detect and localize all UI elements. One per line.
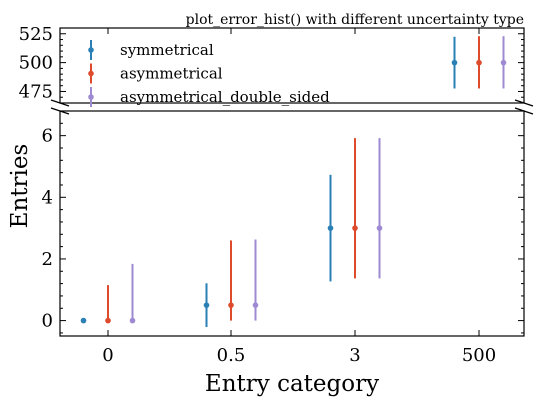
legend-label: symmetrical — [120, 41, 214, 59]
point-asymmetrical — [476, 59, 482, 66]
x-tick-label: 0 — [102, 345, 113, 366]
legend-marker-symmetrical — [88, 47, 94, 53]
lower-y-tick-label: 6 — [42, 126, 53, 147]
upper-y-axis: 475 500 525 — [19, 24, 524, 104]
point-asymmetrical_double_sided — [252, 302, 259, 308]
point-asymmetrical — [105, 317, 111, 324]
upper-y-tick-label: 525 — [19, 24, 53, 45]
legend-marker-asymmetrical_double_sided — [88, 94, 94, 100]
legend-label: asymmetrical_double_sided — [120, 88, 330, 106]
upper-y-tick-label: 500 — [19, 53, 53, 74]
point-symmetrical — [327, 225, 334, 231]
x-tick-label: 3 — [349, 345, 360, 366]
legend-label: asymmetrical — [120, 65, 223, 83]
lower-y-axis: 0 2 4 6 — [42, 122, 524, 334]
x-axis: 0 0.5 3 500 — [102, 28, 496, 366]
legend: symmetrical asymmetrical asymmetrical_doub… — [88, 40, 330, 107]
chart-title: plot_error_hist() with different uncerta… — [186, 12, 524, 28]
point-asymmetrical_double_sided — [376, 225, 383, 231]
upper-plot-frame — [59, 27, 525, 104]
lower-plot-frame — [59, 110, 525, 337]
lower-y-tick-label: 2 — [42, 249, 53, 270]
data-marks — [80, 36, 507, 328]
lower-y-tick-label: 0 — [42, 311, 53, 332]
point-symmetrical — [203, 302, 210, 308]
point-symmetrical — [451, 59, 458, 66]
x-tick-label: 0.5 — [217, 345, 246, 366]
x-axis-label: Entry category — [205, 371, 379, 397]
point-asymmetrical_double_sided — [500, 59, 507, 66]
point-asymmetrical — [228, 302, 234, 308]
x-tick-label: 500 — [462, 345, 496, 366]
lower-y-tick-label: 4 — [42, 187, 53, 208]
legend-marker-asymmetrical — [88, 70, 94, 77]
point-symmetrical — [80, 317, 87, 324]
y-axis-label: Entries — [7, 144, 33, 229]
point-asymmetrical — [352, 225, 358, 231]
upper-y-tick-label: 475 — [19, 81, 53, 102]
point-asymmetrical_double_sided — [129, 317, 136, 324]
